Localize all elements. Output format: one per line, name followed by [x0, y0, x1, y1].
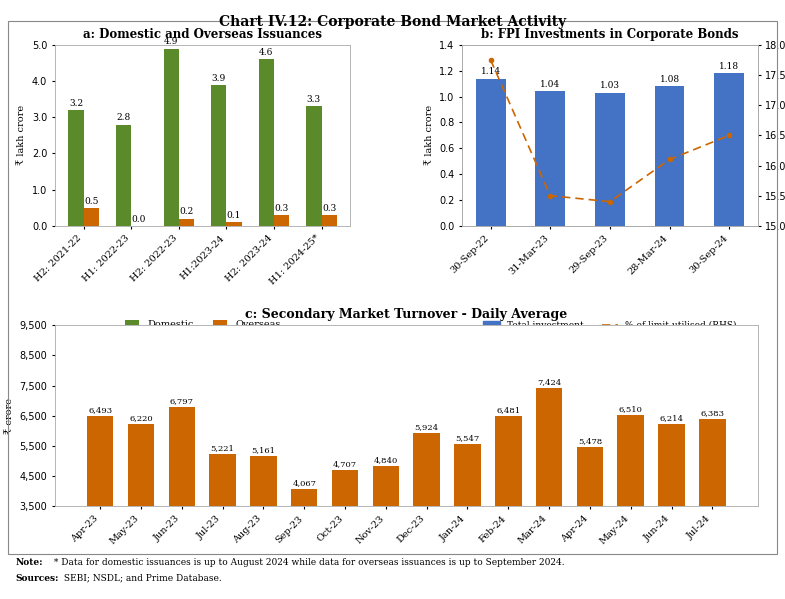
Text: 1.04: 1.04 [540, 80, 560, 89]
Text: 5,924: 5,924 [414, 423, 439, 431]
Text: 1.08: 1.08 [659, 75, 680, 84]
Text: 1.03: 1.03 [600, 81, 620, 90]
Text: 4,067: 4,067 [292, 479, 316, 487]
Bar [414, 433, 440, 599]
Text: 4.9: 4.9 [164, 37, 178, 46]
Text: 6,214: 6,214 [659, 415, 684, 422]
Bar [128, 424, 154, 599]
% of limit utilised (RHS) [665, 156, 674, 163]
Line: % of limit utilised (RHS): % of limit utilised (RHS) [488, 58, 732, 204]
Text: 0.3: 0.3 [275, 204, 289, 213]
Bar [210, 454, 235, 599]
Bar [495, 416, 521, 599]
Text: Sources:: Sources: [16, 574, 59, 583]
Text: 6,797: 6,797 [170, 397, 194, 405]
Title: b: FPI Investments in Corporate Bonds: b: FPI Investments in Corporate Bonds [481, 28, 739, 41]
Text: 1.14: 1.14 [480, 67, 501, 76]
Bar [535, 92, 565, 226]
Text: 0.2: 0.2 [179, 207, 193, 216]
Text: 5,221: 5,221 [210, 444, 235, 452]
Text: 4,840: 4,840 [374, 456, 398, 464]
Text: SEBI; NSDL; and Prime Database.: SEBI; NSDL; and Prime Database. [61, 574, 222, 583]
Bar [169, 407, 195, 599]
Bar [250, 456, 276, 599]
% of limit utilised (RHS) [605, 198, 615, 205]
Text: 7,424: 7,424 [537, 378, 561, 386]
Text: 6,493: 6,493 [88, 406, 112, 414]
Text: 5,161: 5,161 [251, 446, 276, 454]
Bar [322, 215, 337, 226]
Y-axis label: ₹ lakh crore: ₹ lakh crore [425, 105, 434, 165]
Text: 6,220: 6,220 [130, 415, 153, 422]
Bar [714, 73, 744, 226]
Bar [306, 107, 322, 226]
Bar [655, 86, 685, 226]
Text: Note:: Note: [16, 558, 43, 567]
Bar [332, 470, 358, 599]
Bar [179, 219, 194, 226]
Bar [116, 125, 131, 226]
Text: 0.3: 0.3 [322, 204, 336, 213]
Text: 6,510: 6,510 [619, 406, 643, 413]
Bar [68, 110, 83, 226]
Bar [226, 222, 242, 226]
Bar [455, 444, 480, 599]
Bar [476, 78, 506, 226]
Y-axis label: ₹ lakh crore: ₹ lakh crore [17, 105, 27, 165]
Bar [536, 388, 562, 599]
Text: 2.8: 2.8 [116, 113, 130, 122]
Text: 3.9: 3.9 [212, 74, 226, 83]
Text: * Data for domestic issuances is up to August 2024 while data for overseas issua: * Data for domestic issuances is up to A… [51, 558, 564, 567]
Bar [87, 416, 113, 599]
Text: 4,707: 4,707 [333, 460, 357, 468]
Y-axis label: ₹ crore: ₹ crore [5, 398, 14, 434]
Text: 3.2: 3.2 [69, 99, 83, 108]
Bar [618, 416, 644, 599]
Bar [211, 84, 226, 226]
Text: 0.5: 0.5 [84, 196, 98, 205]
Bar [259, 59, 274, 226]
Text: 0.0: 0.0 [132, 214, 146, 223]
Text: Chart IV.12: Corporate Bond Market Activity: Chart IV.12: Corporate Bond Market Activ… [219, 15, 566, 29]
Text: 5,478: 5,478 [578, 437, 602, 444]
Bar [595, 93, 625, 226]
Bar [699, 419, 725, 599]
Title: c: Secondary Market Turnover - Daily Average: c: Secondary Market Turnover - Daily Ave… [245, 308, 568, 321]
Text: 1.18: 1.18 [719, 62, 739, 71]
Legend: Domestic, Overseas: Domestic, Overseas [121, 316, 284, 333]
% of limit utilised (RHS) [725, 132, 734, 139]
Bar [163, 49, 179, 226]
Bar [373, 466, 399, 599]
Bar [659, 424, 685, 599]
Bar [291, 489, 317, 599]
Text: 0.1: 0.1 [227, 211, 241, 220]
Bar [83, 208, 99, 226]
Text: 5,547: 5,547 [455, 435, 480, 443]
% of limit utilised (RHS) [546, 192, 555, 199]
Legend: Total investment, % of limit utilised (RHS): Total investment, % of limit utilised (R… [480, 317, 740, 334]
Bar [274, 215, 289, 226]
% of limit utilised (RHS) [486, 56, 495, 63]
Text: 4.6: 4.6 [259, 49, 273, 58]
Title: a: Domestic and Overseas Issuances: a: Domestic and Overseas Issuances [83, 28, 322, 41]
Text: 6,383: 6,383 [700, 410, 725, 418]
Text: 6,481: 6,481 [496, 407, 520, 415]
Bar [577, 446, 603, 599]
Text: 3.3: 3.3 [307, 95, 321, 104]
